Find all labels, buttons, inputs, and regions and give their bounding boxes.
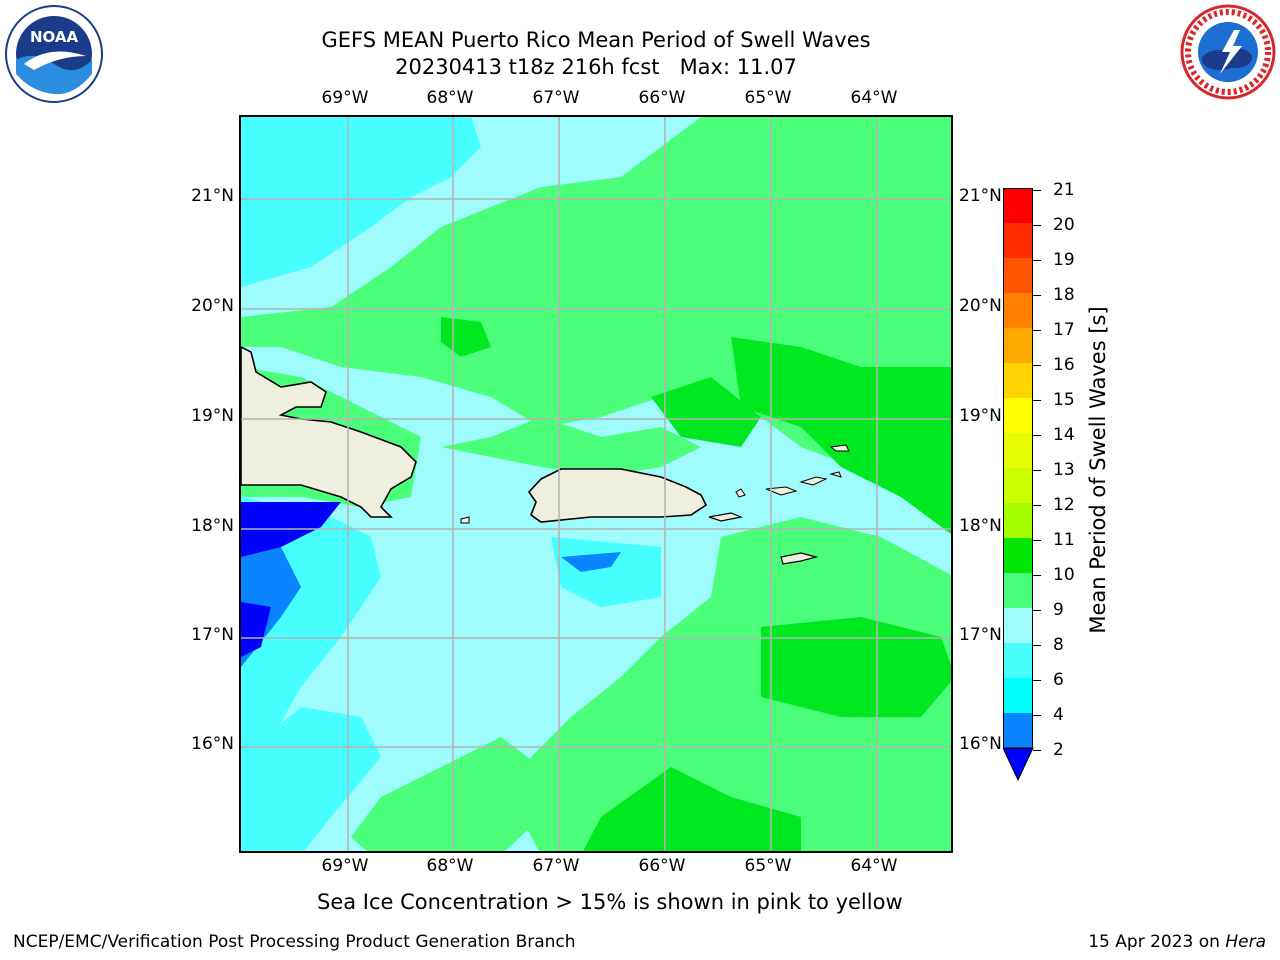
colorbar-tick: [1033, 295, 1041, 296]
noaa-logo: NOAA: [4, 4, 104, 104]
map-subtitle: 20230413 t18z 216h fcst Max: 11.07: [0, 54, 1192, 80]
colorbar-tick: [1033, 190, 1041, 191]
lon-label-top: 68°W: [426, 88, 474, 108]
colorbar-label: 2: [1053, 740, 1064, 760]
lat-label-right: 20°N: [959, 296, 1002, 316]
colorbar-label: 15: [1053, 390, 1075, 410]
lat-label-left: 18°N: [191, 516, 234, 536]
contour-field: [241, 117, 951, 851]
lon-label-bottom: 68°W: [426, 856, 474, 876]
lat-label-left: 19°N: [191, 406, 234, 426]
colorbar-svg: [1003, 188, 1034, 782]
colorbar-label: 6: [1053, 670, 1064, 690]
map-title: GEFS MEAN Puerto Rico Mean Period of Swe…: [321, 28, 871, 52]
lat-label-left: 17°N: [191, 625, 234, 645]
colorbar-label: 9: [1053, 600, 1064, 620]
colorbar-label: 13: [1053, 460, 1075, 480]
colorbar-tick: [1033, 330, 1041, 331]
sea-ice-caption: Sea Ice Concentration > 15% is shown in …: [317, 890, 903, 914]
lon-label-top: 67°W: [532, 88, 580, 108]
colorbar-tick: [1033, 365, 1041, 366]
colorbar-tick: [1033, 470, 1041, 471]
forecast-time: 20230413 t18z 216h fcst: [395, 55, 660, 79]
lon-label-top: 64°W: [850, 88, 898, 108]
colorbar-label: 17: [1053, 320, 1075, 340]
colorbar-tick: [1033, 400, 1041, 401]
colorbar-label: 14: [1053, 425, 1075, 445]
lon-label-bottom: 64°W: [850, 856, 898, 876]
footer-branch: NCEP/EMC/Verification Post Processing Pr…: [13, 932, 576, 952]
lon-label-bottom: 69°W: [321, 856, 369, 876]
lat-label-right: 17°N: [959, 625, 1002, 645]
lat-label-left: 20°N: [191, 296, 234, 316]
colorbar-label: 8: [1053, 635, 1064, 655]
nws-logo: [1178, 2, 1278, 102]
lon-label-top: 65°W: [744, 88, 792, 108]
colorbar-label: 11: [1053, 530, 1075, 550]
footer-date: 15 Apr 2023 on Hera: [1088, 932, 1266, 952]
max-value: Max: 11.07: [679, 55, 797, 79]
noaa-text: NOAA: [30, 28, 79, 46]
colorbar-title: Mean Period of Swell Waves [s]: [1086, 306, 1110, 634]
lon-label-top: 69°W: [321, 88, 369, 108]
lon-label-bottom: 65°W: [744, 856, 792, 876]
colorbar-tick: [1033, 505, 1041, 506]
colorbar-tick: [1033, 225, 1041, 226]
colorbar-tick: [1033, 435, 1041, 436]
colorbar-tick: [1033, 750, 1041, 751]
colorbar-label: 18: [1053, 285, 1075, 305]
colorbar-tick: [1033, 540, 1041, 541]
lat-label-right: 18°N: [959, 516, 1002, 536]
lon-label-bottom: 67°W: [532, 856, 580, 876]
colorbar-tick: [1033, 715, 1041, 716]
lat-label-right: 16°N: [959, 734, 1002, 754]
colorbar-label: 19: [1053, 250, 1075, 270]
colorbar-tick: [1033, 610, 1041, 611]
map-panel[interactable]: [239, 115, 953, 853]
lat-label-right: 19°N: [959, 406, 1002, 426]
lat-label-right: 21°N: [959, 186, 1002, 206]
lat-label-left: 21°N: [191, 186, 234, 206]
footer-host: Hera: [1225, 932, 1266, 952]
lat-label-left: 16°N: [191, 734, 234, 754]
colorbar-label: 21: [1053, 180, 1075, 200]
footer-date-text: 15 Apr 2023 on: [1088, 932, 1220, 952]
colorbar-tick: [1033, 680, 1041, 681]
colorbar-tick: [1033, 260, 1041, 261]
colorbar-label: 16: [1053, 355, 1075, 375]
colorbar-tick: [1033, 575, 1041, 576]
colorbar-tick: [1033, 645, 1041, 646]
colorbar-label: 10: [1053, 565, 1075, 585]
colorbar-label: 12: [1053, 495, 1075, 515]
colorbar-label: 4: [1053, 705, 1064, 725]
colorbar-label: 20: [1053, 215, 1075, 235]
lon-label-top: 66°W: [638, 88, 686, 108]
lon-label-bottom: 66°W: [638, 856, 686, 876]
